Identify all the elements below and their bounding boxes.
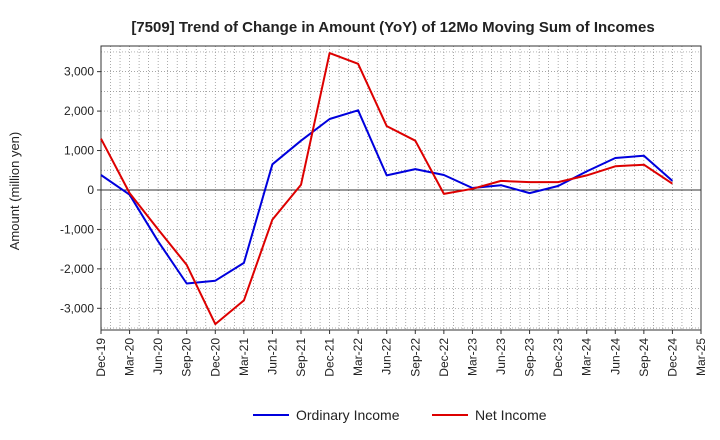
x-tick-label: Sep-21 [294,338,308,377]
x-tick-label: Dec-21 [323,338,337,377]
y-tick-label: 3,000 [64,65,94,79]
x-tick-label: Jun-21 [265,338,279,375]
x-tick-label: Jun-23 [494,338,508,375]
x-tick-label: Dec-23 [551,338,565,377]
x-tick-label: Sep-20 [180,338,194,377]
y-tick-label: 2,000 [64,104,94,118]
x-tick-label: Sep-23 [523,338,537,377]
y-tick-label: -1,000 [60,222,94,236]
x-axis: Dec-19 Mar-20 Jun-20 Sep-20 Dec-20 Mar-21 Jun-… [94,330,708,377]
x-tick-label: Dec-20 [208,338,222,377]
y-tick-label: 0 [87,183,94,197]
legend-label: Net Income [475,407,547,423]
x-tick-label: Dec-22 [437,338,451,377]
y-tick-label: 1,000 [64,144,94,158]
x-tick-label: Mar-25 [694,338,708,376]
y-tick-label: -2,000 [60,262,94,276]
y-axis-label: Amount (million yen) [7,132,22,251]
x-tick-label: Sep-22 [408,338,422,377]
x-tick-label: Mar-23 [465,338,479,376]
x-tick-label: Dec-19 [94,338,108,377]
series-line-net-income [100,52,673,326]
x-tick-label: Mar-22 [351,338,365,376]
y-tick-label: -3,000 [60,301,94,315]
x-tick-label: Sep-24 [637,338,651,377]
series [100,52,674,326]
legend: Ordinary Income Net Income [253,407,547,423]
x-tick-label: Jun-20 [151,338,165,375]
chart-title: [7509] Trend of Change in Amount (YoY) o… [131,19,654,36]
grid [100,46,702,330]
plot-frame [100,45,702,331]
y-axis: 3,000 2,000 1,000 0 -1,000 -2,000 -3,000 [60,65,101,315]
x-tick-label: Dec-24 [665,338,679,377]
x-tick-label: Mar-21 [237,338,251,376]
legend-label: Ordinary Income [296,407,400,423]
x-tick-label: Jun-22 [380,338,394,375]
x-tick-label: Mar-20 [123,338,137,376]
x-tick-label: Mar-24 [580,338,594,376]
x-tick-label: Jun-24 [608,338,622,375]
